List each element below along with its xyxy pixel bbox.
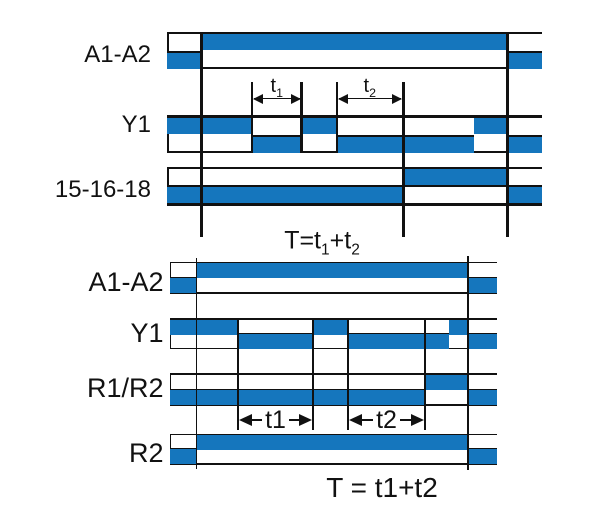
formula-label: T=t1+t2	[284, 226, 360, 259]
signal-bar-low	[507, 187, 542, 203]
interval-arrow: t2	[349, 406, 425, 434]
formula-text: T=t	[284, 226, 322, 255]
signal-bar-low	[167, 50, 202, 69]
signal-bar-low	[170, 277, 197, 293]
event-timeline	[467, 256, 469, 470]
arrow-tail	[252, 419, 263, 421]
arrow-label-subscript: 1	[276, 85, 283, 100]
formula-text: +t	[329, 226, 352, 255]
signal-bar-low	[507, 50, 542, 69]
band-bottom-rail	[167, 203, 542, 206]
arrowhead-right-icon	[392, 93, 402, 104]
signal-bar-low	[337, 134, 474, 153]
signal-bar-low	[468, 332, 497, 349]
band-bottom-rail	[170, 292, 497, 294]
signal-label: 15-16-18	[54, 176, 151, 203]
signal-bar-low	[252, 134, 302, 153]
arrowhead-left-icon	[337, 93, 348, 104]
band-top-rail	[167, 115, 542, 118]
band-top-rail	[167, 31, 542, 34]
signal-label: R2	[128, 437, 164, 468]
interval-tick-line	[250, 82, 254, 153]
signal-bar-low	[170, 448, 197, 464]
band-top-rail	[170, 433, 497, 436]
signal-bar-high	[474, 117, 508, 134]
band-top-rail	[170, 318, 497, 320]
signal-bar-high	[167, 117, 252, 134]
arrow-tail	[288, 419, 299, 421]
band-left-edge	[167, 31, 169, 69]
signal-bar-low	[468, 389, 497, 405]
event-timeline	[402, 82, 405, 237]
signal-bar-high	[448, 319, 468, 335]
interval-arrow-line	[254, 97, 300, 100]
interval-arrow-label: t2	[363, 74, 376, 100]
signal-label: Y1	[121, 111, 151, 138]
band-bottom-rail	[170, 463, 497, 465]
signal-label: A1-A2	[88, 267, 164, 297]
interval-arrow: t1	[239, 406, 312, 434]
band-left-edge	[167, 166, 169, 206]
band-left-edge	[167, 115, 169, 153]
interval-tick-line	[311, 318, 314, 430]
arrowhead-left-icon	[239, 414, 253, 426]
band-top-rail	[167, 166, 542, 169]
interval-tick-line	[300, 82, 303, 153]
arrowhead-right-icon	[298, 414, 312, 426]
interval-tick-line	[347, 318, 349, 430]
arrowhead-right-icon	[411, 414, 425, 426]
signal-bar-high	[170, 319, 239, 335]
interval-tick-line	[335, 82, 339, 153]
event-timeline	[195, 258, 198, 469]
signal-bar-high	[301, 117, 337, 134]
signal-bar-low	[507, 134, 542, 153]
signal-label: R1/R2	[86, 372, 164, 403]
formula-subscript: 1	[321, 241, 330, 259]
event-timeline	[200, 31, 203, 237]
interval-arrow-line	[339, 97, 401, 100]
band-bottom-rail	[167, 66, 542, 69]
arrow-label-base: t	[270, 74, 277, 97]
arrow-label-base: t	[363, 74, 370, 97]
signal-bar-high	[425, 374, 468, 390]
arrow-tail	[399, 419, 412, 421]
arrowhead-right-icon	[291, 93, 301, 104]
signal-bar-low	[468, 448, 497, 464]
event-timeline	[506, 31, 509, 237]
signal-bar-high	[403, 169, 508, 185]
arrow-label-subscript: 2	[369, 85, 376, 100]
signal-bar-low	[468, 277, 497, 293]
arrow-tail	[362, 419, 374, 421]
band-middle-rail	[167, 184, 542, 187]
interval-arrow-label: t1	[265, 406, 286, 434]
signal-label: Y1	[130, 317, 164, 348]
formula-subscript: 2	[351, 241, 360, 259]
signal-label: A1-A2	[84, 41, 151, 68]
signal-bar-high	[201, 34, 508, 50]
signal-bar-low	[167, 187, 404, 203]
signal-bar-low	[348, 332, 449, 349]
arrowhead-left-icon	[349, 414, 362, 426]
interval-arrow-label: t2	[376, 406, 397, 434]
interval-arrow-label: t1	[270, 74, 283, 100]
band-bottom-rail	[170, 347, 497, 350]
band-top-rail	[170, 373, 497, 375]
signal-bar-high	[196, 435, 468, 451]
formula-label: T = t1+t2	[326, 472, 438, 503]
band-top-rail	[170, 261, 497, 264]
signal-bar-high	[312, 319, 348, 335]
interval-tick-line	[424, 318, 426, 430]
signal-bar-low	[170, 389, 425, 405]
signal-bar-high	[196, 263, 468, 279]
signal-bar-low	[238, 332, 313, 349]
interval-tick-line	[237, 318, 240, 430]
arrowhead-left-icon	[252, 93, 263, 104]
